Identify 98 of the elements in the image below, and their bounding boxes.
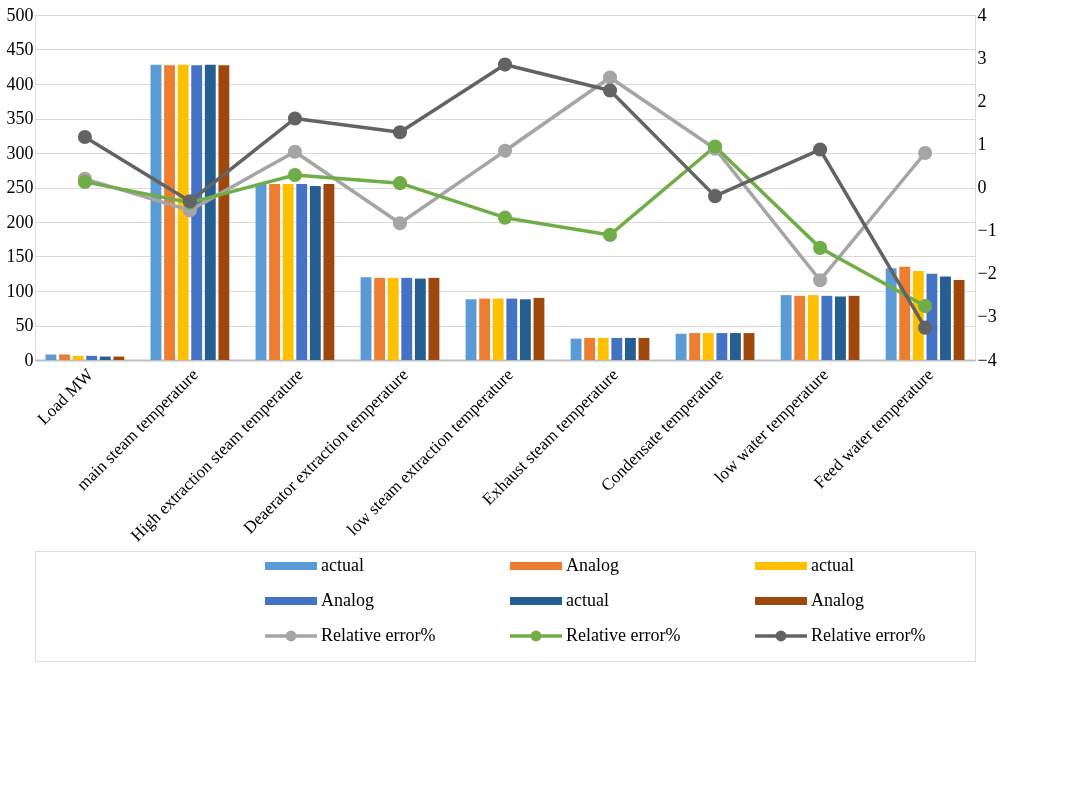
bar <box>86 355 98 360</box>
bar <box>323 184 335 360</box>
bar <box>414 278 426 360</box>
bar <box>360 277 372 360</box>
bar <box>45 354 57 360</box>
bar <box>570 338 582 360</box>
y2-tick-label: 0 <box>977 177 987 197</box>
bar <box>533 297 545 360</box>
point <box>392 216 408 231</box>
bar <box>848 295 860 360</box>
y-tick-label: 100 <box>6 280 34 301</box>
y-tick-label: 500 <box>6 4 34 25</box>
point <box>497 57 513 72</box>
y-tick-label: 50 <box>15 315 34 335</box>
y2-tick-label: 1 <box>977 133 987 154</box>
legend-label: Relative error% <box>321 625 436 645</box>
bar <box>218 65 230 360</box>
legend-label: Relative error% <box>811 625 926 645</box>
y2-tick-label: −4 <box>977 349 997 370</box>
bar <box>689 333 701 360</box>
legend-label: actual <box>321 555 364 575</box>
bar <box>519 299 531 360</box>
y2-tick-label: 3 <box>977 47 987 68</box>
bar <box>72 355 84 360</box>
bar <box>506 298 518 360</box>
y2-tick-label: −2 <box>977 263 997 284</box>
bar <box>309 186 321 360</box>
y-tick-label: 0 <box>24 349 34 370</box>
bar <box>807 295 819 360</box>
bar <box>835 296 846 360</box>
y2-tick-label: −1 <box>977 220 997 241</box>
bar <box>597 337 609 360</box>
bar <box>611 337 623 360</box>
point <box>707 189 723 204</box>
point <box>918 299 933 314</box>
point <box>392 125 408 140</box>
y-tick-label: 350 <box>6 108 34 128</box>
y2-tick-label: 2 <box>977 90 987 111</box>
legend-label: Relative error% <box>566 625 681 645</box>
y-tick-label: 450 <box>6 39 34 59</box>
point <box>602 70 618 85</box>
point <box>287 111 303 126</box>
bar <box>465 299 477 360</box>
bar <box>59 354 70 360</box>
bar <box>780 295 792 360</box>
bar <box>479 298 491 360</box>
bar <box>164 65 175 360</box>
bar <box>638 337 650 360</box>
bar <box>374 277 386 360</box>
point <box>602 227 618 242</box>
bar <box>584 337 596 360</box>
y-tick-label: 250 <box>6 177 34 197</box>
legend-label: actual <box>566 590 609 610</box>
bar <box>675 333 687 360</box>
point <box>813 240 828 255</box>
point <box>813 273 828 288</box>
legend-label: Analog <box>811 590 864 610</box>
legend-label: Analog <box>566 555 619 575</box>
bar <box>401 277 413 360</box>
bar <box>204 64 216 360</box>
bar <box>899 266 911 360</box>
bar <box>269 184 280 360</box>
point <box>287 144 303 159</box>
legend-label: actual <box>811 555 854 575</box>
y-tick-label: 200 <box>6 211 34 232</box>
bar <box>387 277 399 360</box>
y-tick-label: 150 <box>6 246 34 266</box>
point <box>497 210 513 225</box>
bar <box>794 295 806 360</box>
y2-tick-label: 4 <box>977 4 987 25</box>
bar <box>743 333 755 360</box>
point <box>918 320 933 335</box>
point <box>287 167 303 183</box>
point <box>77 129 92 145</box>
bar <box>282 184 294 360</box>
bar <box>624 337 636 360</box>
bar <box>940 276 951 360</box>
bar <box>702 333 714 360</box>
point <box>392 176 408 191</box>
bar <box>492 298 504 360</box>
point <box>602 83 618 98</box>
bar <box>255 184 267 360</box>
y-tick-label: 300 <box>6 142 34 163</box>
legend-label: Analog <box>321 590 374 610</box>
bar <box>885 268 897 360</box>
bar <box>716 333 728 360</box>
point <box>918 145 933 161</box>
y-tick-label: 400 <box>6 73 34 94</box>
bar <box>953 279 965 360</box>
bar <box>821 295 833 360</box>
bar <box>296 184 308 360</box>
point <box>813 142 828 157</box>
y2-tick-label: −3 <box>977 306 997 327</box>
bar <box>191 65 203 360</box>
bar <box>428 277 440 360</box>
bar <box>730 333 741 360</box>
bar <box>177 64 189 360</box>
point <box>497 143 513 158</box>
